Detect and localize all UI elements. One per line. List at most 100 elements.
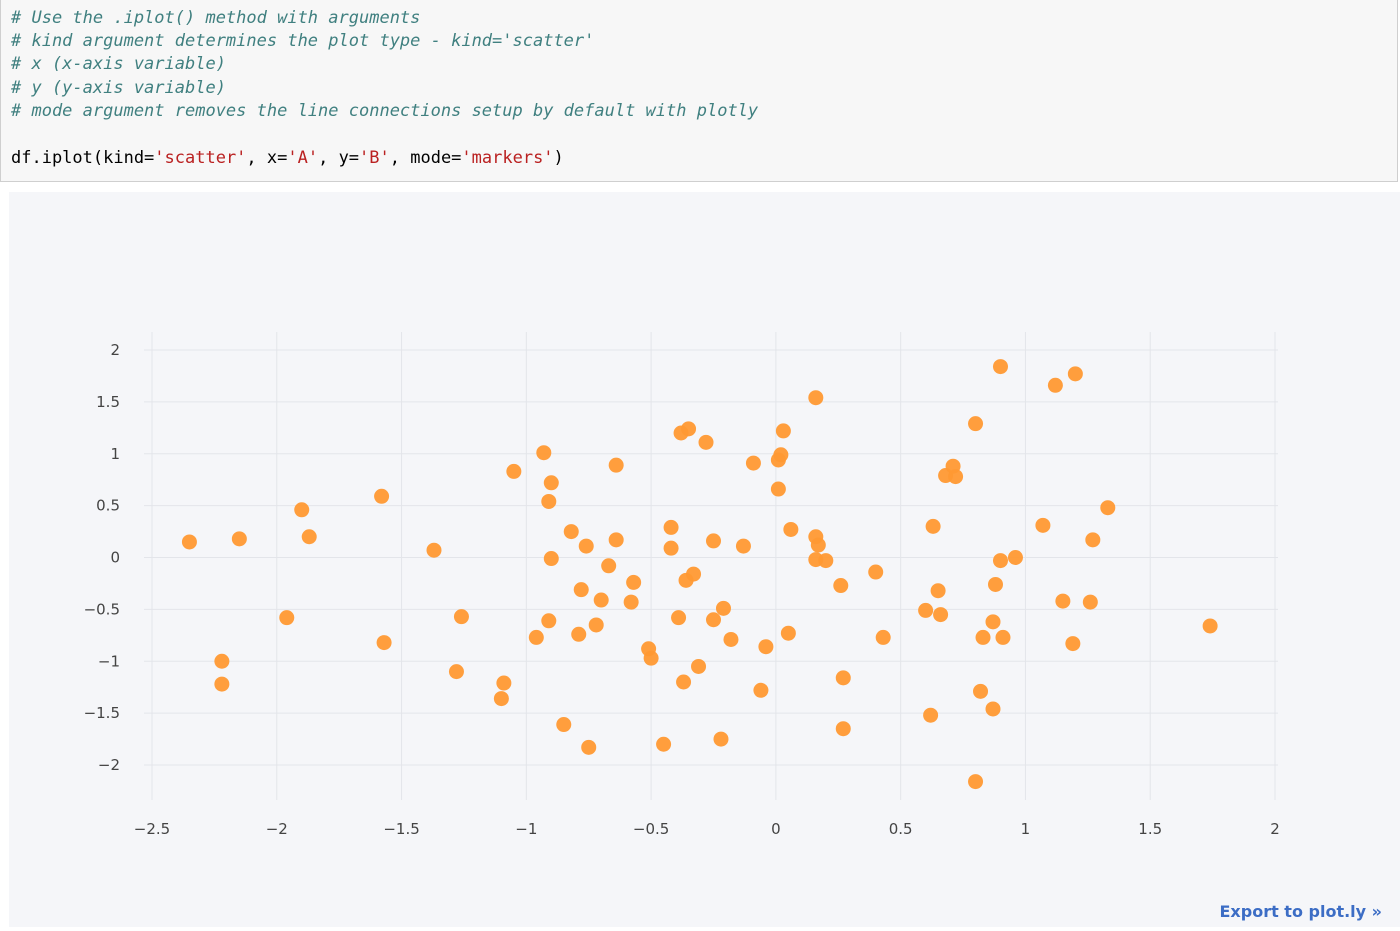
scatter-point[interactable] xyxy=(810,537,826,553)
scatter-point[interactable] xyxy=(995,629,1011,645)
scatter-point[interactable] xyxy=(608,457,624,473)
scatter-point[interactable] xyxy=(691,658,707,674)
scatter-point[interactable] xyxy=(301,529,317,545)
scatter-point[interactable] xyxy=(985,701,1001,717)
scatter-point[interactable] xyxy=(835,721,851,737)
scatter-point[interactable] xyxy=(656,736,672,752)
scatter-point[interactable] xyxy=(671,610,687,626)
scatter-point[interactable] xyxy=(578,538,594,554)
scatter-point[interactable] xyxy=(453,609,469,625)
scatter-point[interactable] xyxy=(279,610,295,626)
scatter-point[interactable] xyxy=(506,463,522,479)
scatter-point[interactable] xyxy=(818,553,834,569)
scatter-point[interactable] xyxy=(948,469,964,485)
scatter-point[interactable] xyxy=(573,582,589,598)
scatter-point[interactable] xyxy=(925,518,941,534)
scatter-point[interactable] xyxy=(715,600,731,616)
scatter-point[interactable] xyxy=(681,421,697,437)
scatter-point[interactable] xyxy=(623,594,639,610)
scatter-point[interactable] xyxy=(992,553,1008,569)
scatter-point[interactable] xyxy=(930,583,946,599)
scatter-point[interactable] xyxy=(601,558,617,574)
scatter-point[interactable] xyxy=(1047,377,1063,393)
scatter-point[interactable] xyxy=(923,707,939,723)
y-tick-label: 1 xyxy=(110,445,120,463)
scatter-point[interactable] xyxy=(571,626,587,642)
code-text: ) xyxy=(553,148,564,168)
scatter-point[interactable] xyxy=(686,566,702,582)
scatter-point[interactable] xyxy=(563,524,579,540)
scatter-point[interactable] xyxy=(918,602,934,618)
scatter-point[interactable] xyxy=(543,551,559,567)
scatter-point[interactable] xyxy=(773,447,789,463)
scatter-point[interactable] xyxy=(1055,593,1071,609)
scatter-point[interactable] xyxy=(543,475,559,491)
scatter-point[interactable] xyxy=(1085,532,1101,548)
scatter-point[interactable] xyxy=(706,612,721,628)
scatter-point[interactable] xyxy=(581,739,597,755)
export-to-plotly-link[interactable]: Export to plot.ly » xyxy=(1219,902,1383,921)
scatter-point[interactable] xyxy=(608,532,624,548)
scatter-point[interactable] xyxy=(698,434,714,450)
scatter-point[interactable] xyxy=(541,493,557,509)
scatter-point[interactable] xyxy=(706,533,721,549)
scatter-point[interactable] xyxy=(1065,636,1081,652)
scatter-point[interactable] xyxy=(745,455,761,471)
scatter-point[interactable] xyxy=(783,521,799,537)
scatter-point[interactable] xyxy=(992,359,1008,375)
scatter-point[interactable] xyxy=(643,650,659,666)
scatter-point[interactable] xyxy=(753,682,769,698)
scatter-point[interactable] xyxy=(973,683,989,699)
scatter-point[interactable] xyxy=(663,540,679,556)
scatter-point[interactable] xyxy=(868,564,884,580)
code-text: df.iplot(kind= xyxy=(11,148,155,168)
scatter-point[interactable] xyxy=(1067,366,1083,382)
scatter-point[interactable] xyxy=(1007,550,1023,565)
scatter-point[interactable] xyxy=(214,676,230,692)
scatter-point[interactable] xyxy=(835,670,851,686)
scatter-point[interactable] xyxy=(770,481,786,497)
scatter-point[interactable] xyxy=(214,653,230,669)
scatter-point[interactable] xyxy=(1202,618,1218,634)
scatter-chart[interactable]: −2.5 −2 −1.5 −1 −0.5 0 0.5 1 1.5 2 2 1.5 1 0.5 0 −0.5 −1… xyxy=(9,192,1400,927)
scatter-point[interactable] xyxy=(493,691,509,707)
y-tick-label: 2 xyxy=(110,341,120,359)
scatter-point[interactable] xyxy=(723,631,739,647)
scatter-point[interactable] xyxy=(448,664,464,680)
scatter-point[interactable] xyxy=(496,675,512,691)
scatter-point[interactable] xyxy=(833,578,849,594)
scatter-point[interactable] xyxy=(808,390,824,406)
scatter-point[interactable] xyxy=(1082,594,1098,610)
scatter-point[interactable] xyxy=(181,534,197,550)
scatter-point[interactable] xyxy=(775,423,791,439)
scatter-point[interactable] xyxy=(987,576,1003,592)
scatter-point[interactable] xyxy=(713,731,729,747)
scatter-point[interactable] xyxy=(933,607,949,623)
scatter-point[interactable] xyxy=(593,592,609,608)
scatter-point[interactable] xyxy=(780,625,796,641)
scatter-point[interactable] xyxy=(528,629,544,645)
scatter-point[interactable] xyxy=(1035,517,1051,533)
tick-labels: −2.5 −2 −1.5 −1 −0.5 0 0.5 1 1.5 2 2 1.5 1 0.5 0 −0.5 −1… xyxy=(84,341,1280,838)
code-cell[interactable]: # Use the .iplot() method with arguments… xyxy=(0,0,1398,182)
scatter-point[interactable] xyxy=(541,613,557,629)
scatter-point[interactable] xyxy=(426,542,442,558)
scatter-point[interactable] xyxy=(968,774,984,790)
scatter-point[interactable] xyxy=(758,639,774,655)
scatter-point[interactable] xyxy=(875,629,891,645)
scatter-point[interactable] xyxy=(735,538,751,554)
scatter-point[interactable] xyxy=(985,614,1001,630)
scatter-point[interactable] xyxy=(663,519,679,535)
scatter-point[interactable] xyxy=(374,488,390,504)
scatter-point[interactable] xyxy=(294,502,310,518)
scatter-point[interactable] xyxy=(1100,500,1116,516)
scatter-point[interactable] xyxy=(376,635,392,651)
scatter-point[interactable] xyxy=(968,416,984,432)
scatter-point[interactable] xyxy=(536,445,552,461)
scatter-point[interactable] xyxy=(556,717,572,733)
scatter-point[interactable] xyxy=(676,674,692,690)
scatter-point[interactable] xyxy=(588,617,604,633)
scatter-point[interactable] xyxy=(231,531,247,547)
scatter-point[interactable] xyxy=(626,574,642,590)
scatter-point[interactable] xyxy=(975,629,991,645)
